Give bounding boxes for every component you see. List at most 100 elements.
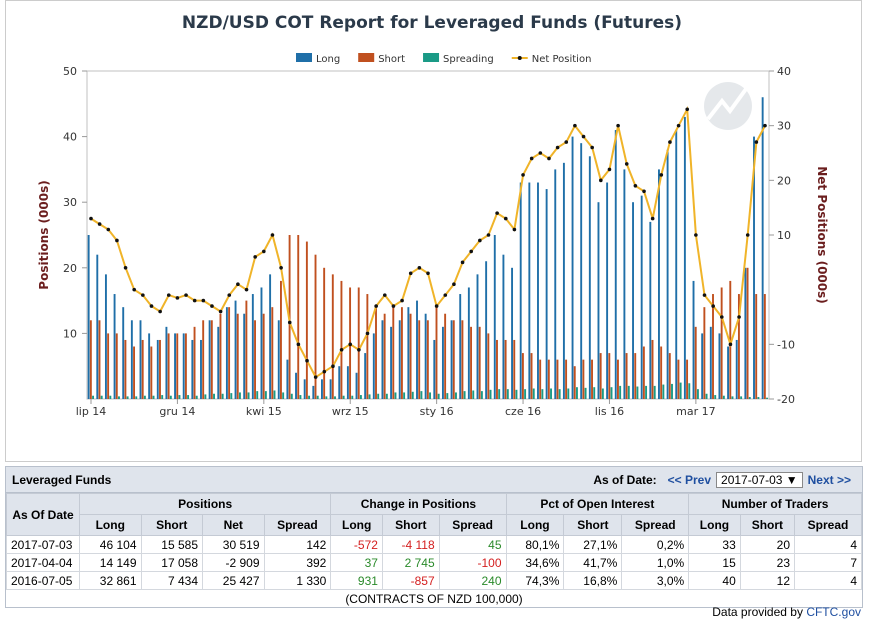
bar (504, 339, 507, 399)
next-link[interactable]: Next >> (807, 472, 851, 487)
bar (312, 385, 315, 399)
bar (627, 385, 630, 399)
net-point (166, 293, 171, 297)
prev-link[interactable]: << Prev (667, 472, 712, 487)
net-point (599, 178, 603, 183)
bar (493, 235, 496, 399)
bar (161, 395, 164, 399)
bar (351, 395, 354, 399)
net-point (287, 320, 292, 325)
bar (230, 393, 233, 399)
x-tick-label: wrz 15 (332, 405, 369, 418)
bar (580, 143, 583, 399)
bar (645, 385, 648, 399)
bar (251, 294, 254, 399)
column-header: Long (330, 514, 383, 536)
bar (100, 395, 103, 399)
bar (498, 389, 501, 399)
bar (372, 333, 375, 399)
bar (377, 393, 380, 399)
bar (636, 386, 639, 399)
column-header: Spread (794, 514, 862, 536)
bar (245, 300, 248, 399)
net-point (391, 304, 396, 308)
legend-label: Spreading (443, 54, 494, 65)
bar (299, 395, 302, 399)
bar (219, 313, 222, 399)
net-point (89, 216, 93, 221)
cell: 27,1% (563, 535, 623, 554)
bar (677, 359, 680, 399)
net-point (650, 216, 655, 221)
bar (591, 359, 593, 399)
bar (671, 383, 673, 399)
bar (519, 182, 522, 399)
bar (126, 396, 129, 399)
bar (385, 393, 388, 399)
bar (463, 391, 466, 399)
credit-link[interactable]: CFTC.gov (806, 605, 861, 619)
net-point (201, 298, 206, 303)
bar (714, 395, 717, 399)
bar (368, 394, 371, 399)
bar (174, 333, 177, 399)
bar (286, 359, 289, 399)
bar (383, 313, 386, 399)
column-header: Long (505, 514, 565, 536)
bar (346, 366, 349, 399)
bar (642, 346, 645, 399)
net-point (141, 293, 145, 297)
bar (575, 387, 578, 399)
cell: 12 (739, 571, 796, 590)
net-point (512, 227, 517, 232)
cell: -572 (330, 535, 383, 554)
bar (623, 169, 626, 399)
bar (601, 388, 604, 399)
bar (506, 389, 509, 399)
date-select[interactable]: 2017-07-03 ▼ (716, 471, 803, 488)
bar (718, 333, 721, 399)
net-point (460, 260, 465, 265)
net-point (668, 140, 672, 144)
bar (238, 392, 241, 399)
bar (524, 389, 527, 399)
net-point (236, 282, 240, 287)
data-table: As Of Date Positions Change in Positions Pc… (6, 493, 862, 607)
bar (236, 313, 239, 399)
x-tick-label: lis 16 (595, 405, 624, 418)
bar (640, 195, 643, 399)
column-header: Short (563, 514, 623, 536)
cell: 33 (688, 535, 741, 554)
bar (340, 280, 343, 399)
net-point (158, 309, 162, 314)
bar (722, 395, 725, 399)
bar (398, 320, 401, 399)
bar (124, 339, 127, 399)
net-point (331, 364, 335, 369)
net-point (719, 315, 724, 319)
bar (243, 313, 246, 399)
legend-swatch (358, 53, 375, 62)
bar (619, 385, 622, 399)
bar (476, 274, 479, 399)
net-point (132, 287, 137, 292)
bar (221, 393, 224, 399)
net-point (305, 358, 309, 363)
bar (720, 287, 723, 399)
bar (420, 391, 423, 399)
cell: 20 (739, 535, 796, 554)
net-point (607, 167, 612, 172)
cell: -4 118 (381, 535, 440, 554)
cell: 30 519 (202, 535, 265, 554)
bar (692, 280, 695, 399)
bar (202, 320, 205, 399)
data-row: 2017-07-03 46 104 15 585 30 519 142 -572 -4 11… (6, 535, 862, 554)
y2-tick-label: 30 (777, 120, 791, 133)
cell: 17 058 (140, 553, 203, 572)
net-point (590, 145, 594, 150)
y2-tick-label: -20 (777, 393, 795, 406)
bar (617, 359, 619, 399)
legend-marker (517, 56, 522, 60)
bar (662, 384, 665, 399)
bar (148, 333, 151, 399)
